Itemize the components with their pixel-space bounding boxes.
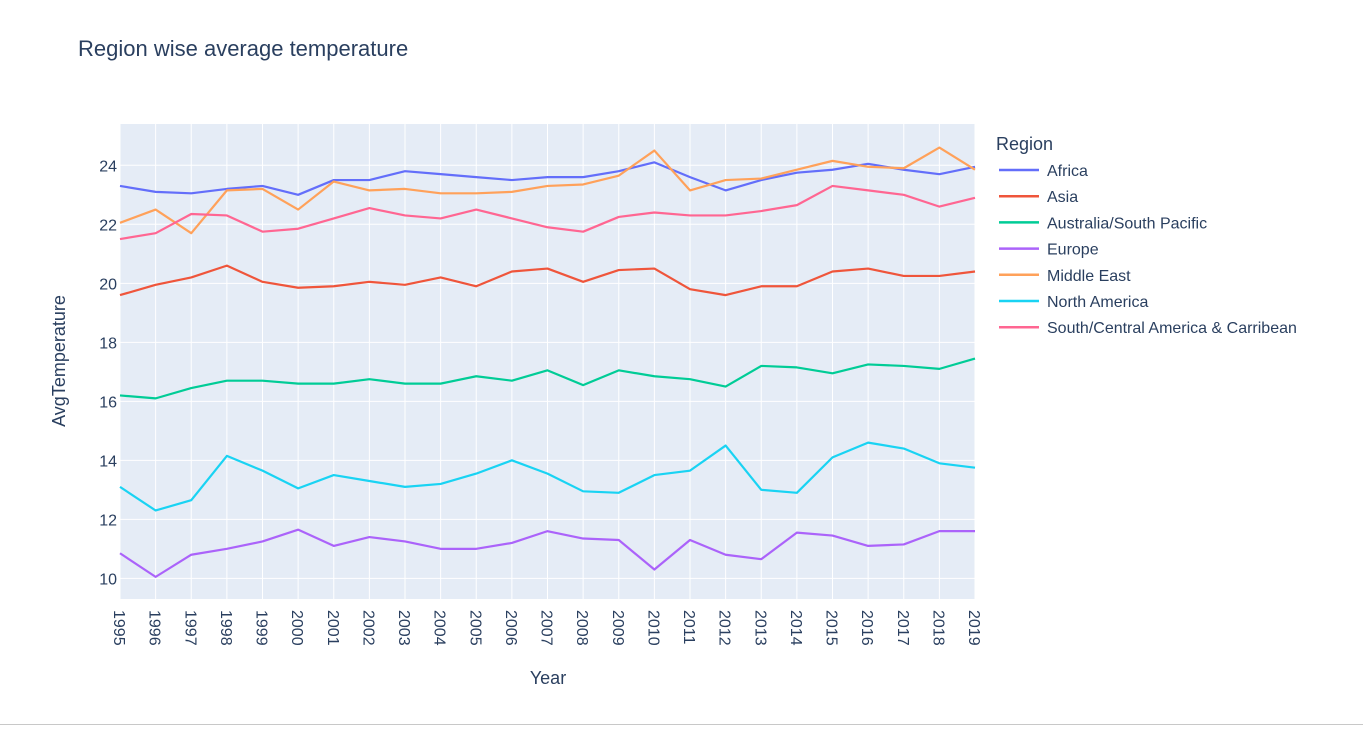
series-line-south-central-america-carribean bbox=[119, 184, 976, 241]
series-line-middle-east bbox=[119, 146, 976, 235]
x-tick-label: 2018 bbox=[929, 610, 946, 646]
x-tick-label: 2012 bbox=[716, 610, 733, 646]
y-tick-label: 24 bbox=[99, 158, 117, 175]
x-tick-label: 2015 bbox=[823, 610, 840, 646]
x-tick-label: 2008 bbox=[573, 610, 590, 646]
legend-label: Asia bbox=[1047, 189, 1078, 206]
legend-item[interactable]: Europe bbox=[999, 242, 1099, 259]
chart-title: Region wise average temperature bbox=[78, 36, 408, 61]
y-tick-label: 12 bbox=[99, 512, 117, 529]
legend-label: Africa bbox=[1047, 163, 1088, 180]
y-tick-label: 18 bbox=[99, 335, 117, 352]
legend-item[interactable]: Asia bbox=[999, 189, 1078, 206]
legend-item[interactable]: Africa bbox=[999, 163, 1088, 180]
x-tick-label: 2007 bbox=[538, 610, 555, 646]
y-tick-label: 14 bbox=[99, 453, 117, 470]
legend-label: Middle East bbox=[1047, 268, 1131, 285]
y-axis-label: AvgTemperature bbox=[49, 295, 69, 427]
y-tick-label: 16 bbox=[99, 394, 117, 411]
legend-item[interactable]: South/Central America & Carribean bbox=[999, 320, 1297, 337]
x-tick-label: 2011 bbox=[680, 610, 697, 645]
x-tick-label: 2019 bbox=[965, 610, 982, 646]
x-tick-label: 2005 bbox=[466, 610, 483, 646]
x-tick-label: 2000 bbox=[288, 610, 305, 646]
legend-title: Region bbox=[996, 134, 1053, 154]
x-tick-label: 2016 bbox=[858, 610, 875, 646]
series-lines bbox=[119, 146, 976, 578]
legend-label: Europe bbox=[1047, 242, 1099, 259]
gridlines bbox=[119, 124, 976, 599]
x-tick-label: 1998 bbox=[217, 610, 234, 646]
x-tick-label: 1995 bbox=[110, 610, 127, 646]
series-line-europe bbox=[119, 528, 975, 578]
legend-item[interactable]: Australia/South Pacific bbox=[999, 215, 1207, 232]
legend[interactable]: Region Africa Asia Australia/South Pacific… bbox=[996, 134, 1297, 337]
x-tick-label: 2017 bbox=[894, 610, 911, 646]
x-tick-label: 1999 bbox=[253, 610, 270, 646]
x-tick-label: 2014 bbox=[787, 610, 804, 646]
legend-label: Australia/South Pacific bbox=[1047, 215, 1207, 232]
x-tick-label: 1997 bbox=[181, 610, 198, 646]
x-tick-label: 1996 bbox=[146, 610, 163, 646]
series-line-africa bbox=[119, 161, 976, 196]
x-tick-label: 2009 bbox=[609, 610, 626, 646]
series-line-australia-south-pacific bbox=[119, 357, 976, 400]
x-tick-label: 2001 bbox=[324, 610, 341, 646]
x-tick-label: 2013 bbox=[751, 610, 768, 646]
x-tick-label: 2006 bbox=[502, 610, 519, 646]
y-tick-label: 10 bbox=[99, 571, 117, 588]
series-line-north-america bbox=[119, 441, 976, 512]
x-tick-label: 2003 bbox=[395, 610, 412, 646]
x-tick-label: 2004 bbox=[431, 610, 448, 646]
legend-item[interactable]: Middle East bbox=[999, 268, 1131, 285]
x-tick-label: 2010 bbox=[644, 610, 661, 646]
series-line-asia bbox=[119, 264, 976, 297]
y-tick-labels: 10 12 14 16 18 20 22 24 bbox=[99, 158, 117, 588]
x-axis-label: Year bbox=[530, 668, 566, 688]
y-tick-label: 22 bbox=[99, 217, 117, 234]
x-tick-labels: 1995 1996 1997 1998 1999 2000 2001 2002 2003 2004… bbox=[110, 610, 982, 646]
legend-item[interactable]: North America bbox=[999, 294, 1148, 311]
y-tick-label: 20 bbox=[99, 276, 117, 293]
divider bbox=[0, 724, 1363, 725]
legend-label: North America bbox=[1047, 294, 1148, 311]
legend-label: South/Central America & Carribean bbox=[1047, 320, 1297, 337]
x-tick-label: 2002 bbox=[359, 610, 376, 646]
